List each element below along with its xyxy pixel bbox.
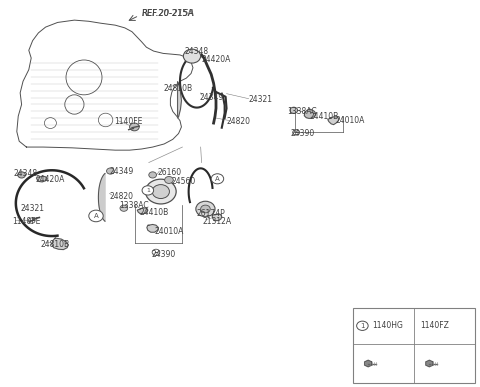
Text: 24010A: 24010A (155, 227, 184, 236)
Text: A: A (94, 213, 98, 219)
Text: 24420A: 24420A (202, 55, 231, 64)
Text: 1140FZ: 1140FZ (420, 321, 449, 330)
Circle shape (120, 205, 128, 211)
Text: A: A (215, 176, 220, 182)
Polygon shape (98, 173, 105, 221)
Circle shape (211, 174, 224, 184)
Text: 1: 1 (146, 188, 150, 193)
Text: 24810B: 24810B (163, 84, 192, 93)
Circle shape (89, 210, 103, 222)
Circle shape (107, 168, 114, 174)
Polygon shape (426, 360, 433, 367)
Circle shape (130, 123, 139, 131)
Circle shape (290, 107, 298, 113)
Text: 24010A: 24010A (335, 116, 364, 125)
Text: 24820: 24820 (109, 192, 133, 201)
Polygon shape (147, 224, 158, 232)
Polygon shape (52, 238, 68, 250)
Text: 26160: 26160 (157, 168, 181, 177)
Text: 24820: 24820 (227, 117, 251, 127)
Circle shape (152, 185, 169, 199)
Text: 24810B: 24810B (41, 240, 70, 249)
Bar (353, 308, 475, 383)
Polygon shape (328, 117, 339, 125)
Text: 1140HG: 1140HG (372, 321, 403, 330)
Text: 24348: 24348 (185, 46, 209, 56)
Text: 24420A: 24420A (36, 175, 65, 185)
Polygon shape (365, 360, 372, 367)
Text: REF.20-215A: REF.20-215A (142, 9, 194, 18)
Circle shape (183, 49, 201, 63)
Text: 24560: 24560 (172, 176, 196, 186)
Text: 26174P: 26174P (197, 209, 226, 218)
Polygon shape (137, 208, 148, 214)
Text: 1: 1 (360, 323, 365, 329)
Polygon shape (212, 214, 222, 221)
Circle shape (149, 172, 156, 178)
Text: 1140FE: 1140FE (12, 217, 40, 226)
Text: 1338AC: 1338AC (287, 107, 317, 116)
Circle shape (165, 176, 173, 183)
Text: 24321: 24321 (20, 204, 44, 214)
Circle shape (18, 172, 25, 178)
Text: REF.20-215A: REF.20-215A (142, 9, 195, 18)
Text: 24410B: 24410B (310, 112, 339, 122)
Text: 24390: 24390 (290, 129, 315, 138)
Circle shape (145, 179, 176, 204)
Text: 24321: 24321 (249, 95, 273, 104)
Polygon shape (178, 82, 181, 118)
Text: 24390: 24390 (151, 250, 176, 259)
Text: 24349: 24349 (199, 93, 224, 102)
Text: 1338AC: 1338AC (119, 201, 149, 211)
Text: 24410B: 24410B (139, 208, 168, 217)
Text: 24349: 24349 (109, 166, 134, 176)
Polygon shape (36, 176, 47, 182)
Circle shape (142, 186, 154, 195)
Circle shape (357, 321, 368, 330)
Text: 21312A: 21312A (203, 217, 232, 226)
Circle shape (201, 205, 210, 213)
Circle shape (196, 201, 215, 217)
Text: 24348: 24348 (13, 169, 37, 178)
Text: 1140FE: 1140FE (114, 117, 143, 127)
Polygon shape (304, 109, 316, 118)
